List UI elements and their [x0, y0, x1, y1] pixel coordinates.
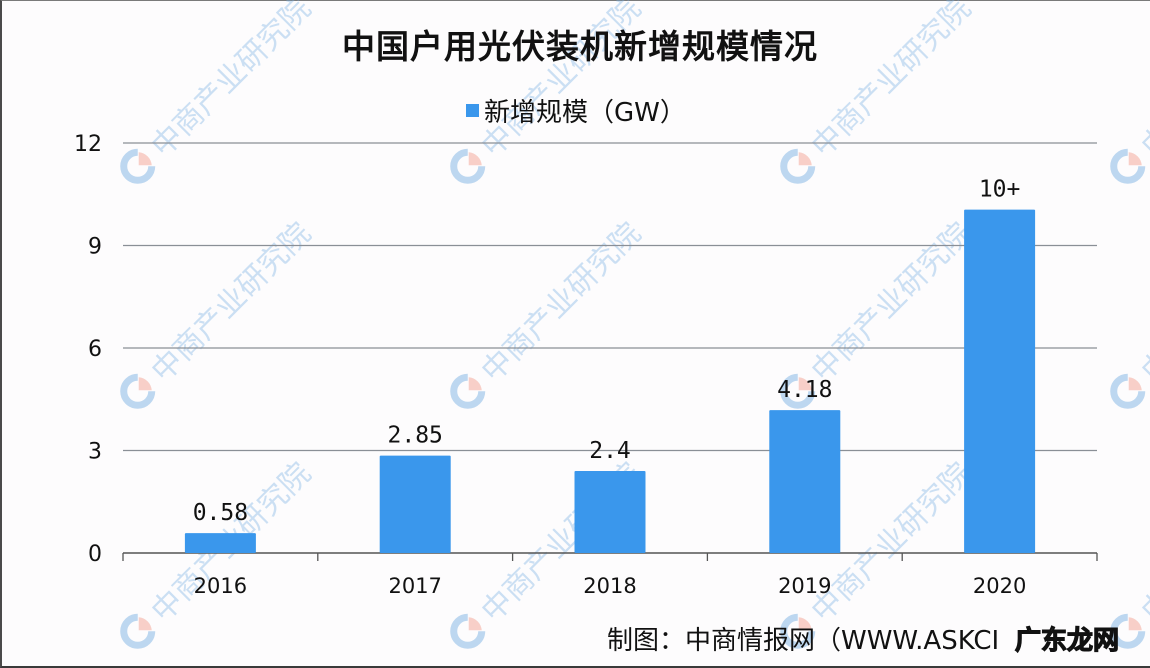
legend-label: 新增规模（GW） [484, 98, 686, 128]
data-label: 10+ [979, 177, 1021, 203]
source-credit: 制图：中商情报网（WWW.ASKCI [607, 626, 1000, 656]
bar-2017 [379, 455, 451, 553]
x-tick-label: 2017 [388, 574, 441, 598]
x-tick-label: 2016 [194, 574, 247, 598]
y-tick-label: 0 [88, 542, 102, 567]
y-tick-label: 6 [88, 337, 102, 362]
data-label: 4.18 [777, 377, 832, 403]
data-label: 0.58 [193, 500, 248, 526]
data-label: 2.4 [589, 438, 631, 464]
bar-2019 [769, 410, 841, 553]
chart-title: 中国户用光伏装机新增规模情况 [342, 27, 818, 66]
y-tick-label: 12 [74, 132, 102, 157]
bar-2016 [184, 533, 256, 553]
x-tick-label: 2019 [778, 574, 831, 598]
bar-2018 [574, 471, 646, 553]
bar-2020 [964, 209, 1036, 553]
data-label: 2.85 [388, 423, 443, 449]
x-tick-label: 2020 [973, 574, 1026, 598]
overlay-watermark: 广东龙网 [1014, 625, 1120, 656]
y-tick-label: 9 [88, 235, 102, 260]
legend: 新增规模（GW） [466, 92, 686, 129]
y-tick-label: 3 [88, 440, 102, 465]
x-tick-label: 2018 [583, 574, 636, 598]
legend-swatch-icon [466, 104, 479, 117]
